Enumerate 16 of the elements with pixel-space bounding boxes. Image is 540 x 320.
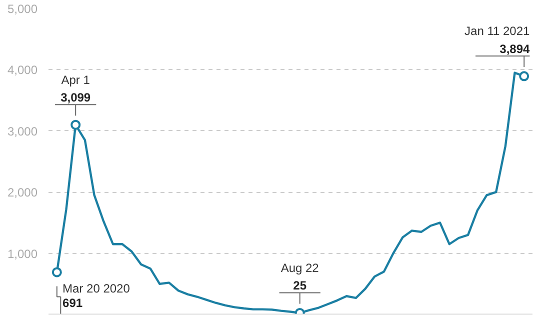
annotation: Mar 20 2020	[62, 281, 130, 296]
data-label: 3,099	[60, 90, 91, 105]
annotation: Aug 22	[280, 261, 320, 276]
y-tick-label: 4,000	[7, 63, 38, 78]
y-tick-label: 5,000	[7, 2, 38, 16]
data-label: 691	[62, 296, 83, 310]
y-tick-label: 2,000	[7, 186, 38, 200]
y-tick-label: 3,000	[7, 124, 38, 138]
annotation: Apr 1	[61, 72, 90, 87]
y-tick-label: 1,000	[7, 246, 38, 261]
point	[52, 267, 62, 278]
data-label: 25	[293, 278, 307, 293]
point	[519, 71, 530, 82]
data-label: 3,894	[500, 42, 530, 56]
annotation: Jan 11 2021	[464, 24, 530, 38]
point	[70, 120, 81, 130]
